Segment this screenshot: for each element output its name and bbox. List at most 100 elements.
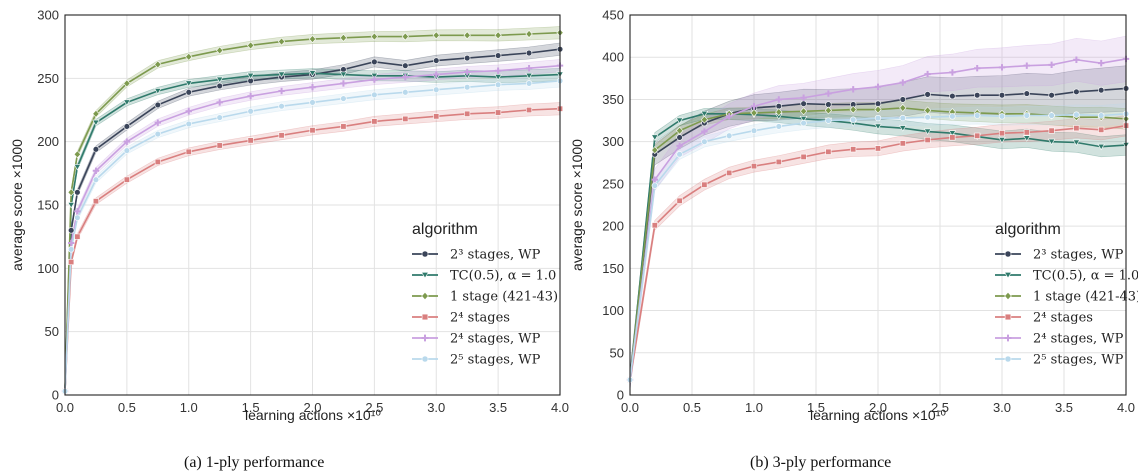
point-tc-0-5-1-0 <box>651 134 659 141</box>
x-tick-label: 3.0 <box>427 400 445 415</box>
point-tc-0-5-1-0 <box>998 137 1006 144</box>
point-1-stage-421-43 <box>525 30 533 38</box>
point-2-stages <box>899 140 906 147</box>
y-tick-label: 250 <box>37 71 59 86</box>
legend-title: algorithm <box>995 221 1061 238</box>
point-2-stages-wp <box>874 83 882 90</box>
x-tick-label: 1.5 <box>242 400 260 415</box>
point-tc-0-5-1-0 <box>215 76 224 84</box>
point-2-stages-wp <box>309 99 316 106</box>
point-2-stages-wp <box>701 128 708 135</box>
point-2-stages-wp <box>494 81 502 88</box>
point-tc-0-5-1-0 <box>185 80 193 87</box>
point-2-stages-wp <box>67 239 75 247</box>
point-2-stages-wp <box>1048 61 1055 69</box>
point-tc-0-5-1-0 <box>92 119 100 127</box>
point-tc-0-5-1-0 <box>899 125 907 132</box>
x-tick-label: 4.0 <box>1117 400 1135 415</box>
point-2-stages-wp <box>726 132 733 139</box>
point-1-stage-421-43 <box>308 35 317 44</box>
point-2-stages-wp <box>525 49 533 57</box>
point-2-stages-wp <box>494 52 502 59</box>
point-2-stages-wp <box>92 146 100 153</box>
x-tick-label: 0.5 <box>118 400 136 415</box>
x-tick-label: 0.5 <box>683 400 701 415</box>
point-tc-0-5-1-0 <box>1072 139 1081 146</box>
y-tick-label: 300 <box>37 8 59 23</box>
grid-lines <box>64 14 561 396</box>
point-1-stage-421-43 <box>899 103 907 112</box>
y-tick-label: 150 <box>37 198 59 213</box>
point-2-stages <box>68 258 75 266</box>
point-2-stages-wp <box>998 113 1006 120</box>
point-2-stages-wp <box>92 176 100 183</box>
point-2-stages-wp <box>154 119 162 126</box>
point-2-stages-wp <box>433 71 440 78</box>
point-2-stages-wp <box>433 57 440 64</box>
legend-marker-tc-0-5-1-0 <box>421 271 429 279</box>
point-2-stages-wp <box>1048 112 1055 119</box>
y-tick-label: 300 <box>602 134 624 149</box>
point-2-stages <box>800 153 807 160</box>
series-markers <box>626 55 1130 384</box>
point-2-stages-wp <box>1098 86 1105 94</box>
legend-marker-2-stages-wp <box>1004 355 1012 363</box>
point-2-stages <box>924 136 931 143</box>
point-1-stage-421-43 <box>494 31 502 40</box>
point-2-stages-wp <box>800 119 807 127</box>
y-tick-label: 400 <box>602 50 624 65</box>
point-2-stages-wp <box>525 80 533 87</box>
y-axis-label: average score ×1000 <box>9 139 25 271</box>
point-1-stage-421-43 <box>92 109 100 118</box>
point-tc-0-5-1-0 <box>1047 138 1056 146</box>
point-2-stages <box>825 148 832 155</box>
point-tc-0-5-1-0 <box>339 71 348 79</box>
point-2-stages <box>949 134 956 141</box>
legend-marker-2-stages <box>1004 313 1012 321</box>
point-2-stages-wp <box>998 64 1006 71</box>
point-2-stages-wp <box>949 92 956 100</box>
point-2-stages <box>874 145 882 152</box>
point-tc-0-5-1-0 <box>948 130 957 137</box>
point-1-stage-421-43 <box>874 105 882 114</box>
y-tick-label: 50 <box>610 345 624 360</box>
point-2-stages <box>974 132 981 139</box>
legend-label-1-stage-421-43: 1 stage (421-43) <box>1033 290 1138 305</box>
point-tc-0-5-1-0 <box>67 202 75 209</box>
x-tick-label: 0.0 <box>56 400 74 415</box>
point-2-stages-wp <box>494 67 502 74</box>
point-tc-0-5-1-0 <box>154 88 162 95</box>
point-2-stages-wp <box>371 76 378 83</box>
point-1-stage-421-43 <box>432 31 440 40</box>
point-2-stages-wp <box>676 142 683 150</box>
legend-label-2-stages-wp: 2⁵ stages, WP <box>450 353 541 368</box>
point-tc-0-5-1-0 <box>370 72 379 80</box>
x-tick-label: 1.0 <box>180 400 198 415</box>
point-tc-0-5-1-0 <box>277 71 286 79</box>
point-2-stages-wp <box>676 134 683 141</box>
axes-frame <box>629 14 1127 396</box>
point-1-stage-421-43 <box>154 60 162 69</box>
point-2-stages <box>1048 127 1055 134</box>
point-tc-0-5-1-0 <box>1023 135 1031 142</box>
point-2-stages-wp <box>800 100 807 107</box>
x-tick-label: 3.0 <box>993 400 1011 415</box>
y-tick-label: 0 <box>617 388 624 403</box>
y-tick-labels: 0 50 100 150 200 250 300 350 400 450 <box>602 8 624 403</box>
y-axis-label: average score ×1000 <box>569 139 585 271</box>
point-1-stage-421-43 <box>463 31 471 40</box>
y-tick-label: 100 <box>37 261 59 276</box>
x-tick-label: 1.5 <box>807 400 825 415</box>
point-2-stages-wp <box>974 92 981 99</box>
point-2-stages-wp <box>825 90 832 97</box>
point-tc-0-5-1-0 <box>675 117 684 125</box>
point-2-stages-wp <box>924 70 931 78</box>
point-2-stages-wp <box>1098 112 1105 119</box>
point-2-stages-wp <box>676 151 683 158</box>
x-tick-labels: 0.0 0.5 1.0 1.5 2.0 2.5 3.0 3.5 4.0 <box>621 400 1135 415</box>
point-2-stages-wp <box>998 92 1006 99</box>
y-tick-label: 0 <box>52 388 59 403</box>
legend-marker-2-stages-wp <box>421 355 429 363</box>
point-2-stages-wp <box>402 73 409 81</box>
